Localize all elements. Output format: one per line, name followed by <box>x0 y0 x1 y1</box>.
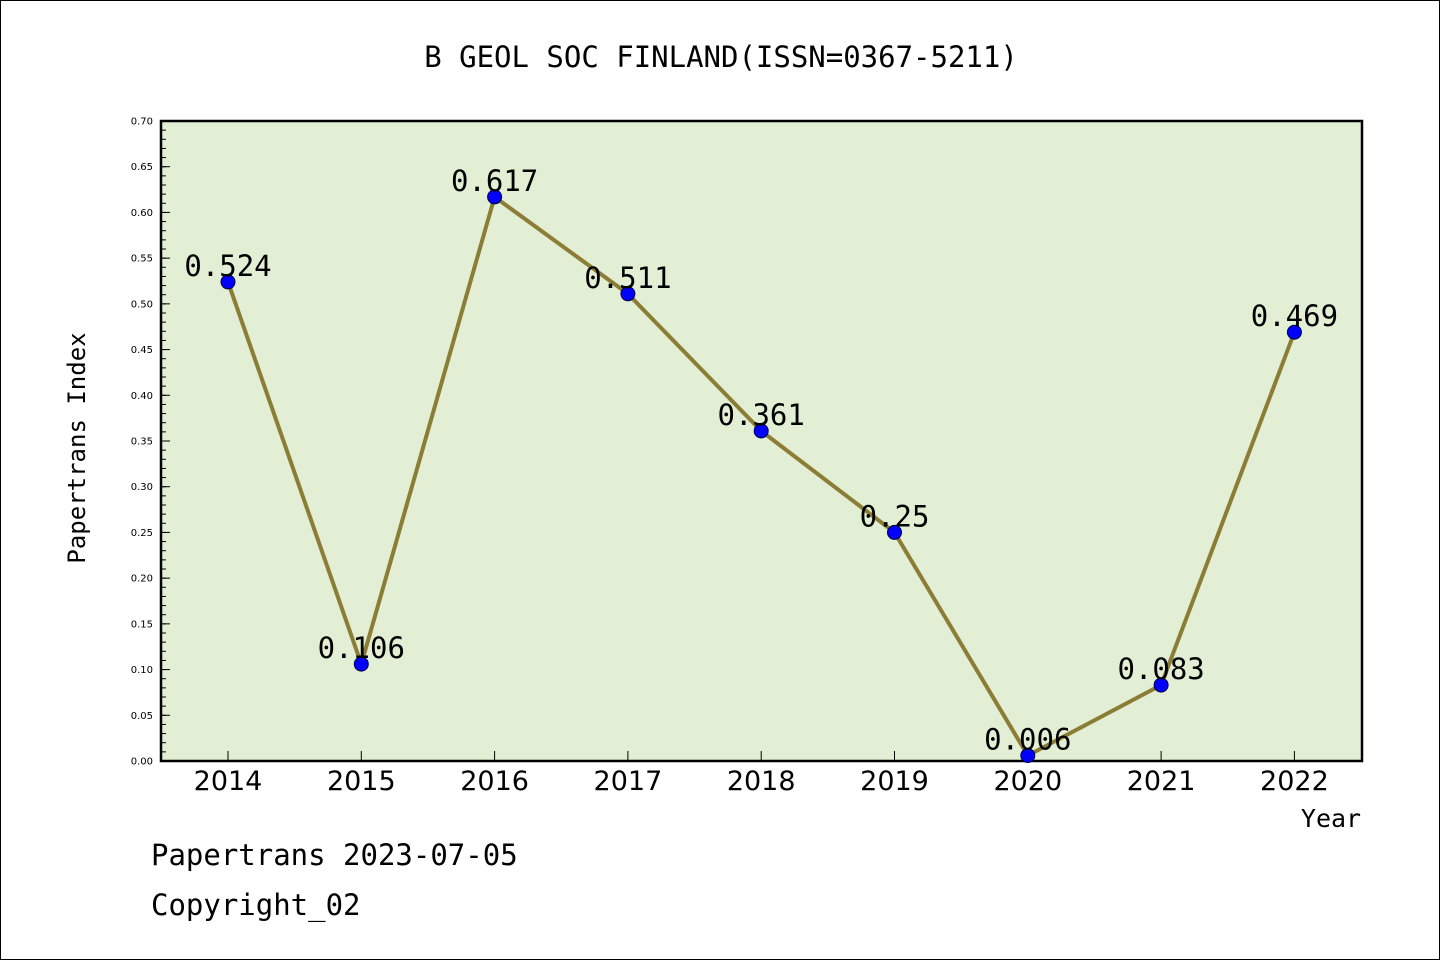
data-label: 0.006 <box>984 723 1071 757</box>
y-tick-label: 0.15 <box>131 619 153 630</box>
y-tick-label: 0.20 <box>131 574 153 585</box>
x-axis: 2014 2015 2016 2017 2018 2019 2020 2021 2022 <box>194 751 1329 797</box>
y-tick-label: 0.65 <box>131 162 153 173</box>
data-point <box>753 423 769 439</box>
data-point <box>1153 677 1169 693</box>
footer-copyright: Copyright_02 <box>151 888 361 923</box>
x-tick-label: 2017 <box>594 766 663 797</box>
x-axis-label: Year <box>1301 804 1361 833</box>
y-tick-label: 0.35 <box>131 437 153 448</box>
y-tick-label: 0.50 <box>131 299 153 310</box>
data-point <box>620 286 636 302</box>
x-tick-label: 2021 <box>1127 766 1196 797</box>
x-tick-label: 2020 <box>993 766 1062 797</box>
data-labels: 0.524 0.106 0.617 0.511 0.361 0.25 0.006 0.083 0… <box>184 164 1338 757</box>
y-tick-label: 0.30 <box>131 482 153 493</box>
data-label: 0.524 <box>184 249 271 283</box>
data-label: 0.106 <box>318 631 405 665</box>
x-tick-label: 2022 <box>1260 766 1329 797</box>
y-axis: 0.00 0.05 0.10 0.15 0.20 0.25 0.30 0.35 0.40 0.45… <box>131 117 170 768</box>
data-point <box>353 656 369 672</box>
data-label: 0.469 <box>1251 299 1338 333</box>
data-label: 0.617 <box>451 164 538 198</box>
y-tick-label: 0.45 <box>131 345 153 356</box>
data-point <box>487 189 503 205</box>
x-tick-label: 2014 <box>194 766 263 797</box>
y-tick-label: 0.70 <box>131 117 153 128</box>
y-axis-label: Papertrans Index <box>63 332 91 563</box>
y-tick-label: 0.10 <box>131 665 153 676</box>
x-tick-label: 2019 <box>860 766 929 797</box>
data-label: 0.25 <box>860 499 930 533</box>
footer-date: Papertrans 2023-07-05 <box>151 838 518 872</box>
data-label: 0.361 <box>718 398 805 432</box>
data-label: 0.511 <box>584 261 671 295</box>
data-point <box>1020 748 1036 764</box>
y-tick-label: 0.40 <box>131 391 153 402</box>
x-tick-label: 2015 <box>327 766 396 797</box>
y-tick-label: 0.55 <box>131 254 153 265</box>
y-tick-label: 0.00 <box>131 757 153 768</box>
y-tick-label: 0.25 <box>131 528 153 539</box>
plot-area <box>159 119 1364 763</box>
data-point <box>1286 324 1302 340</box>
data-point <box>887 524 902 540</box>
x-tick-label: 2018 <box>727 766 796 797</box>
data-label: 0.083 <box>1117 652 1204 686</box>
y-tick-label: 0.60 <box>131 208 153 219</box>
data-point <box>220 274 236 290</box>
y-tick-label: 0.05 <box>131 711 153 722</box>
chart-title: B GEOL SOC FINLAND(ISSN=0367-5211) <box>424 40 1018 74</box>
x-tick-label: 2016 <box>460 766 529 797</box>
data-points <box>220 189 1302 764</box>
